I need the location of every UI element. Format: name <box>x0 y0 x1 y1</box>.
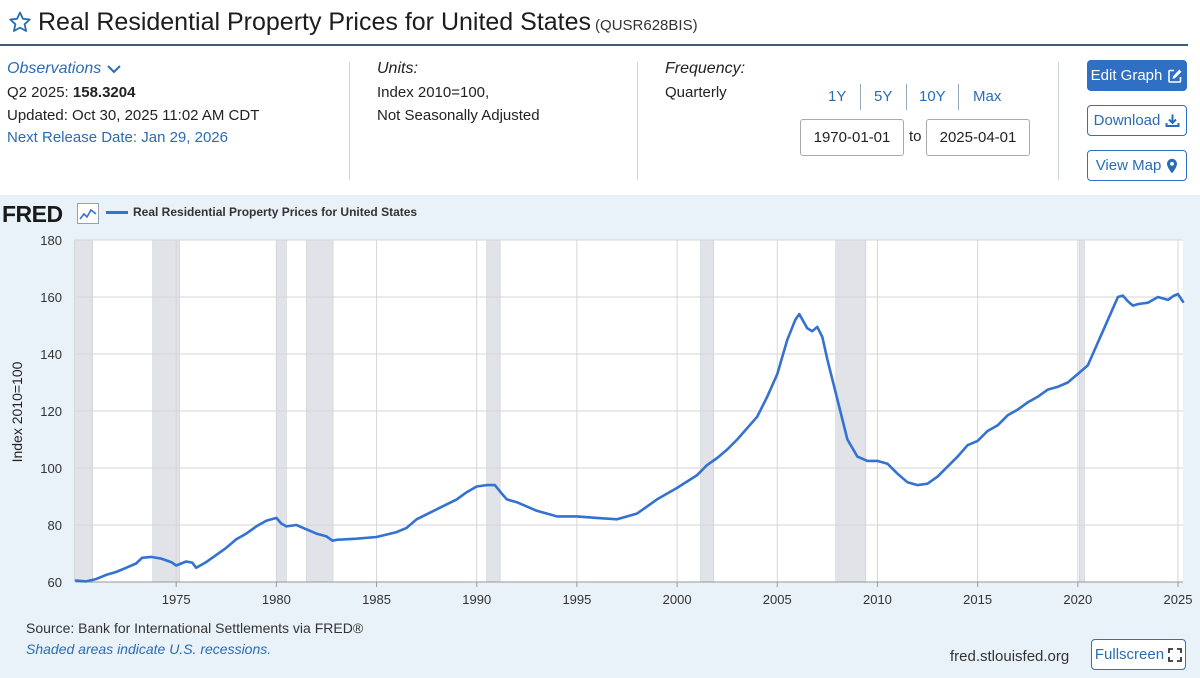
download-icon <box>1165 114 1180 127</box>
x-tick-label: 2005 <box>763 592 792 607</box>
fullscreen-button[interactable]: Fullscreen <box>1091 639 1186 670</box>
observation-period: Q2 2025: <box>7 84 69 101</box>
range-5y-button[interactable]: 5Y <box>874 88 893 105</box>
download-button[interactable]: Download <box>1087 105 1187 136</box>
y-tick-label: 160 <box>40 290 62 305</box>
units-label: Units: <box>377 60 418 77</box>
frequency-value: Quarterly <box>665 84 727 101</box>
page-title: Real Residential Property Prices for Uni… <box>38 8 698 37</box>
view-map-label: View Map <box>1095 157 1162 174</box>
legend-series-name: Real Residential Property Prices for Uni… <box>133 205 418 219</box>
x-tick-label: 1995 <box>562 592 591 607</box>
units-line-1: Index 2010=100, <box>377 84 490 101</box>
divider <box>958 84 959 110</box>
date-range-to-label: to <box>909 128 922 145</box>
series-id: (QUSR628BIS) <box>595 17 698 34</box>
fullscreen-icon <box>1168 647 1182 662</box>
chevron-down-icon <box>107 65 121 74</box>
divider <box>1058 62 1059 180</box>
edit-graph-button[interactable]: Edit Graph <box>1087 60 1187 91</box>
divider <box>637 62 638 180</box>
x-tick-label: 2020 <box>1063 592 1092 607</box>
x-tick-label: 1975 <box>162 592 191 607</box>
y-tick-label: 140 <box>40 347 62 362</box>
divider <box>349 62 350 180</box>
fred-logo: FRED <box>2 201 63 227</box>
divider <box>860 84 861 110</box>
y-tick-label: 120 <box>40 404 62 419</box>
edit-graph-label: Edit Graph <box>1090 67 1163 84</box>
y-tick-label: 60 <box>48 575 62 590</box>
latest-observation: Q2 2025: 158.3204 <box>7 84 135 101</box>
fred-chart-icon <box>77 203 99 224</box>
x-tick-label: 2015 <box>963 592 992 607</box>
series-title: Real Residential Property Prices for Uni… <box>38 8 592 36</box>
star-icon[interactable] <box>8 10 32 34</box>
x-tick-label: 1985 <box>362 592 391 607</box>
next-release-link[interactable]: Next Release Date: Jan 29, 2026 <box>7 129 228 146</box>
start-date-input[interactable]: 1970-01-01 <box>800 119 904 156</box>
updated-text: Updated: Oct 30, 2025 11:02 AM CDT <box>7 107 260 124</box>
frequency-label: Frequency: <box>665 60 746 77</box>
x-tick-label: 2025 <box>1164 592 1193 607</box>
map-pin-icon <box>1167 158 1178 173</box>
view-map-button[interactable]: View Map <box>1087 150 1187 181</box>
line-chart[interactable]: 60 80 100 120 140 160 180 1975 1980 1985 1990 1995 2… <box>0 195 1200 615</box>
y-tick-label: 100 <box>40 461 62 476</box>
range-max-button[interactable]: Max <box>973 88 1002 105</box>
x-tick-label: 2010 <box>863 592 892 607</box>
fred-url: fred.stlouisfed.org <box>950 648 1070 665</box>
observation-value: 158.3204 <box>72 84 136 101</box>
y-tick-label: 180 <box>40 233 62 248</box>
units-line-2: Not Seasonally Adjusted <box>377 107 540 124</box>
recession-note: Shaded areas indicate U.S. recessions. <box>26 641 272 657</box>
title-bar: Real Residential Property Prices for Uni… <box>0 0 1188 46</box>
x-tick-label: 1990 <box>462 592 491 607</box>
observations-label: Observations <box>7 60 102 77</box>
range-1y-button[interactable]: 1Y <box>828 88 847 105</box>
edit-icon <box>1168 69 1182 83</box>
range-10y-button[interactable]: 10Y <box>919 88 946 105</box>
x-tick-label: 2000 <box>663 592 692 607</box>
y-tick-label: 80 <box>48 518 62 533</box>
fullscreen-label: Fullscreen <box>1094 646 1165 663</box>
download-label: Download <box>1093 112 1161 129</box>
series-line <box>74 292 1185 583</box>
divider <box>906 84 907 110</box>
end-date-input[interactable]: 2025-04-01 <box>926 119 1030 156</box>
observations-dropdown[interactable]: Observations <box>7 60 122 78</box>
legend-swatch <box>106 211 128 214</box>
x-tick-label: 1980 <box>262 592 291 607</box>
source-text: Source: Bank for International Settlemen… <box>26 620 364 636</box>
